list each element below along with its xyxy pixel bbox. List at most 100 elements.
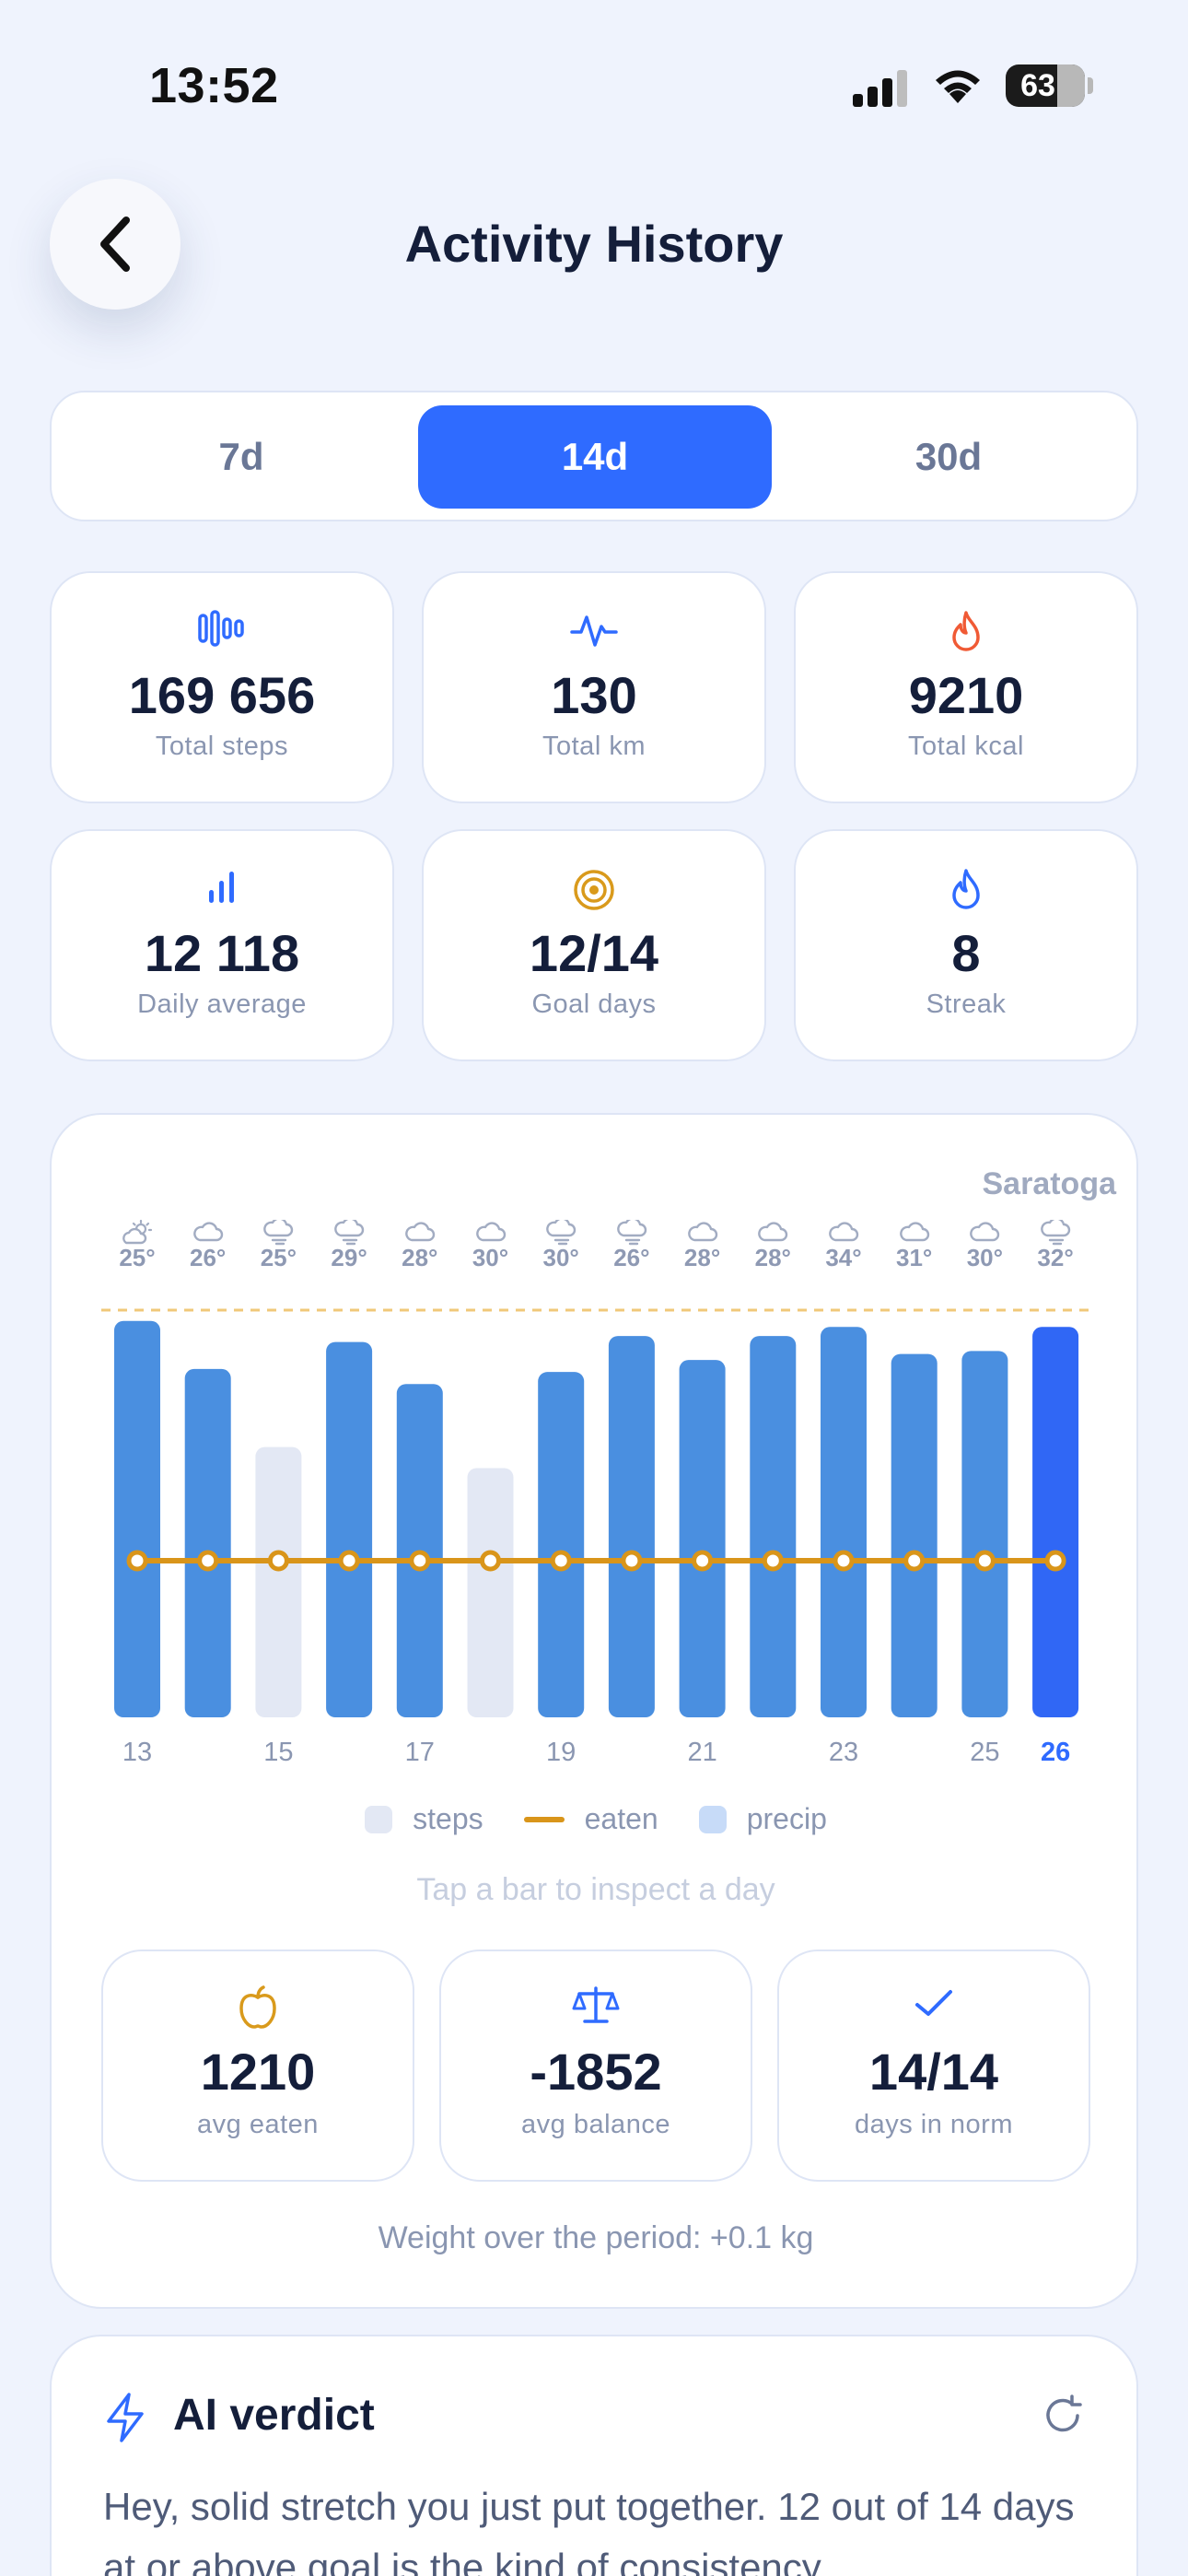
weather-day: 25° <box>110 1220 165 1272</box>
period-30d-tab[interactable]: 30d <box>914 435 983 478</box>
steps-bar[interactable] <box>608 1336 655 1717</box>
weather-day: 26° <box>181 1220 236 1272</box>
weather-temp: 26° <box>613 1244 650 1271</box>
steps-bar[interactable] <box>961 1351 1008 1717</box>
legend-label: precip <box>746 1802 827 1835</box>
weather-temp: 34° <box>825 1244 862 1271</box>
weather-day: 32° <box>1028 1220 1083 1272</box>
stat-label: Streak <box>926 989 1007 1019</box>
chart-hint: Tap a bar to inspect a day <box>416 1872 775 1907</box>
legend-item-precip: precip <box>698 1802 827 1836</box>
nutrition-card-avg-balance: -1852 avg balance <box>439 1950 752 2182</box>
cloud-icon <box>970 1222 1000 1242</box>
eaten-point <box>126 1550 148 1572</box>
streak-flame-icon <box>952 869 980 909</box>
windy-cloud-icon <box>334 1220 365 1246</box>
eaten-point <box>762 1550 784 1572</box>
legend-swatch-precip <box>698 1805 727 1833</box>
stat-value: 12 118 <box>144 924 300 982</box>
stat-card-total-km: 130 Total km <box>422 571 766 803</box>
weather-temp: 30° <box>472 1244 509 1271</box>
scale-icon <box>572 1986 620 2023</box>
stat-card-total-steps: 169 656 Total steps <box>50 571 394 803</box>
eaten-point <box>621 1550 643 1572</box>
nutrition-label: days in norm <box>854 2110 1013 2139</box>
weather-day: 31° <box>887 1220 942 1272</box>
steps-chart <box>101 1308 1090 1717</box>
stat-value: 9210 <box>908 666 1024 724</box>
eaten-point <box>338 1550 360 1572</box>
nutrition-value: 14/14 <box>868 2043 999 2101</box>
nutrition-label: avg eaten <box>197 2110 319 2139</box>
period-14d-tab[interactable]: 14d <box>418 405 772 509</box>
steps-bar[interactable] <box>326 1341 373 1717</box>
steps-bar[interactable] <box>750 1336 797 1717</box>
weather-temp: 28° <box>754 1244 791 1271</box>
weather-day: 28° <box>745 1220 800 1272</box>
stat-label: Total km <box>542 732 646 761</box>
weather-temp: 25° <box>119 1244 156 1271</box>
eaten-point <box>903 1550 926 1572</box>
steps-bar[interactable] <box>891 1353 938 1717</box>
legend-swatch-eaten <box>523 1816 565 1822</box>
nutrition-label: avg balance <box>521 2110 670 2139</box>
weather-temp: 29° <box>331 1244 367 1271</box>
weather-temp: 28° <box>402 1244 438 1271</box>
cloud-icon <box>475 1222 506 1242</box>
status-time: 13:52 <box>149 58 279 113</box>
steps-bar[interactable] <box>184 1368 231 1717</box>
stat-label: Daily average <box>137 989 307 1019</box>
cellular-signal-icon <box>853 70 907 107</box>
steps-bar[interactable] <box>467 1468 514 1717</box>
pulse-icon <box>570 615 618 647</box>
eaten-point <box>480 1550 501 1572</box>
eaten-point <box>197 1550 219 1572</box>
eaten-point <box>267 1550 289 1572</box>
x-tick-label: 19 <box>546 1738 577 1767</box>
page-title: Activity History <box>404 215 784 273</box>
wifi-icon <box>936 70 980 103</box>
nutrition-card-avg-eaten: 1210 avg eaten <box>101 1950 414 2182</box>
stat-card-goal-days: 12/14 Goal days <box>422 829 766 1061</box>
weather-day: 29° <box>321 1220 377 1272</box>
stat-label: Goal days <box>531 989 657 1019</box>
ai-verdict-text: Hey, solid stretch you just put together… <box>103 2485 1075 2576</box>
weather-temp: 28° <box>683 1244 721 1271</box>
partly-sunny-icon <box>122 1220 153 1245</box>
weather-temp: 31° <box>896 1244 933 1271</box>
x-tick-label: 17 <box>404 1738 435 1767</box>
cloud-icon <box>192 1222 223 1242</box>
steps-bar[interactable] <box>679 1360 726 1717</box>
cloud-icon <box>687 1222 717 1242</box>
windy-cloud-icon <box>546 1220 577 1246</box>
steps-icon <box>198 610 244 647</box>
stat-value: 130 <box>551 666 637 724</box>
target-icon <box>574 870 614 910</box>
steps-bar[interactable] <box>821 1327 867 1717</box>
refresh-icon[interactable] <box>1041 2394 1085 2438</box>
x-tick-label: 21 <box>687 1738 717 1767</box>
steps-bar[interactable] <box>1032 1327 1079 1717</box>
stat-card-daily-average: 12 118 Daily average <box>50 829 394 1061</box>
flame-icon <box>952 611 980 651</box>
eaten-point <box>973 1550 996 1572</box>
weather-day: 28° <box>675 1220 730 1272</box>
period-selector: 7d 14d 30d <box>50 391 1138 521</box>
windy-cloud-icon <box>263 1220 294 1246</box>
steps-bar[interactable] <box>255 1446 302 1717</box>
legend-label: eaten <box>584 1802 658 1835</box>
back-button[interactable] <box>50 179 181 310</box>
stat-value: 8 <box>951 924 981 982</box>
weight-change-note: Weight over the period: +0.1 kg <box>378 2220 814 2255</box>
nutrition-value: -1852 <box>530 2043 662 2101</box>
weather-day: 25° <box>250 1220 306 1272</box>
weather-temp: 25° <box>260 1244 297 1271</box>
weather-temp: 30° <box>542 1244 579 1271</box>
steps-bar[interactable] <box>538 1372 585 1717</box>
cloud-icon <box>404 1222 435 1242</box>
nutrition-value: 1210 <box>200 2043 316 2101</box>
period-7d-tab[interactable]: 7d <box>218 435 264 478</box>
steps-bar[interactable] <box>114 1320 160 1717</box>
stat-value: 169 656 <box>128 666 316 724</box>
apple-icon <box>239 1985 276 2029</box>
